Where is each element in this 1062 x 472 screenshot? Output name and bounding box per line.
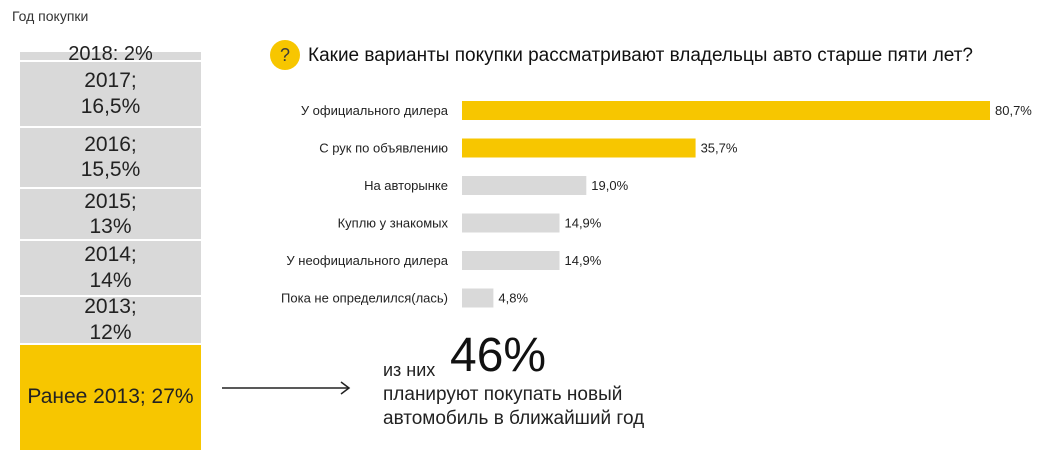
bar xyxy=(462,176,587,195)
arrow-right-icon xyxy=(222,381,351,395)
stack-segment-2015: 2015; 13% xyxy=(20,187,201,240)
bar-category-label: Пока не определился(лась) xyxy=(281,291,448,306)
bar xyxy=(462,213,560,233)
bar-chart-title: Какие варианты покупки рассматривают вла… xyxy=(308,45,973,66)
stacked-chart-title: Год покупки xyxy=(12,8,89,24)
stack-segment-2014: 2014; 14% xyxy=(20,239,201,295)
callout-prefix: из них xyxy=(383,360,436,380)
stack-segment-2013: 2013; 12% xyxy=(20,294,201,344)
stack-segment-label: 2013; 12% xyxy=(84,295,137,344)
stack-segment-2017: 2017; 16,5% xyxy=(20,59,201,126)
stack-segment-before-2013: Ранее 2013; 27% xyxy=(20,342,201,450)
callout-percent: 46% xyxy=(450,329,547,382)
bar xyxy=(462,288,494,308)
bar-value-label: 80,7% xyxy=(995,103,1032,118)
question-mark-icon: ? xyxy=(270,40,300,70)
stack-segment-label: 2015; 13% xyxy=(84,189,137,239)
bar-category-label: Куплю у знакомых xyxy=(338,216,449,231)
stack-segment-label: 2018: 2% xyxy=(68,42,153,65)
bar-value-label: 19,0% xyxy=(591,178,628,193)
bar xyxy=(462,251,560,270)
stack-segment-label: 2014; 14% xyxy=(84,243,137,292)
callout-line-2: автомобиль в ближайший год xyxy=(383,408,645,429)
bar-category-label: У официального дилера xyxy=(301,103,449,118)
bar xyxy=(462,138,696,158)
bar-category-label: У неофициального дилера xyxy=(286,253,448,268)
bar-value-label: 14,9% xyxy=(564,253,601,268)
stack-segment-label: 2017; 16,5% xyxy=(80,69,141,118)
stack-segment-label: Ранее 2013; 27% xyxy=(27,385,194,409)
bar-value-label: 35,7% xyxy=(701,141,738,156)
bar-value-label: 4,8% xyxy=(498,291,528,306)
stack-segment-2018: 2018: 2% xyxy=(20,43,201,65)
callout-line-1: планируют покупать новый xyxy=(383,384,623,405)
bar-value-label: 14,9% xyxy=(564,216,601,231)
bar-category-label: На авторынке xyxy=(364,178,448,193)
stack-segment-label: 2016; 15,5% xyxy=(80,132,141,182)
stack-segment-2016: 2016; 15,5% xyxy=(20,125,201,188)
bar-category-label: С рук по объявлению xyxy=(319,141,448,156)
bar xyxy=(462,101,990,120)
